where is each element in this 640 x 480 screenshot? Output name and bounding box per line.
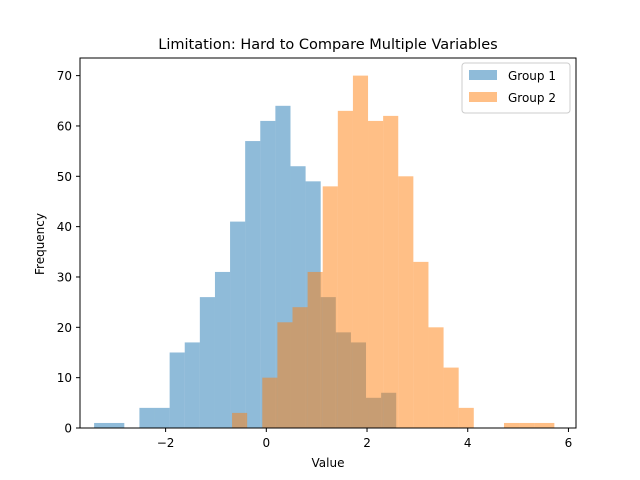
chart-title: Limitation: Hard to Compare Multiple Var… <box>158 37 497 53</box>
x-tick-label: 0 <box>262 436 270 450</box>
y-tick-label: 30 <box>57 270 72 284</box>
series-1-bar <box>154 407 170 428</box>
series-1-bar <box>169 352 185 428</box>
series-2-bar <box>277 322 293 428</box>
y-tick-label: 20 <box>57 321 72 335</box>
legend-label: Group 2 <box>508 91 556 105</box>
series-2-bar <box>503 422 520 428</box>
series-1-bar <box>245 141 261 428</box>
bars-layer <box>94 75 555 429</box>
series-2-bar <box>443 367 459 428</box>
series-2-bar <box>398 176 414 428</box>
series-2-bar <box>519 422 535 428</box>
series-2-bar <box>534 422 555 428</box>
series-1-bar <box>230 221 246 428</box>
legend: Group 1 Group 2 <box>461 62 571 114</box>
y-tick-label: 0 <box>64 422 72 436</box>
series-2-bar <box>458 407 474 428</box>
series-1-bar <box>139 407 155 428</box>
series-2-bar <box>322 186 338 428</box>
series-2-bar <box>307 271 323 428</box>
series-2-bar <box>292 307 308 428</box>
series-1-bar <box>214 271 231 428</box>
series-1-bar <box>184 342 200 428</box>
y-tick-label: 60 <box>57 119 72 133</box>
series-2-bar <box>413 261 429 428</box>
series-1-bar <box>199 297 215 428</box>
series-1-bar <box>94 422 125 428</box>
series-2-bar <box>337 110 353 428</box>
y-tick-label: 10 <box>57 371 72 385</box>
series-2-bar <box>383 115 399 428</box>
x-axis-label: Value <box>312 456 345 470</box>
y-axis-label: Frequency <box>33 213 47 275</box>
series-2-bar <box>368 120 384 428</box>
series-2-bar <box>428 327 444 428</box>
series-2-bar <box>352 75 369 428</box>
series-2-bar <box>262 377 278 428</box>
y-tick-label: 40 <box>57 220 72 234</box>
y-tick-label: 70 <box>57 69 72 83</box>
x-tick-label: 4 <box>464 436 472 450</box>
series-1-bar <box>260 120 276 428</box>
legend-label: Group 1 <box>508 69 556 83</box>
x-tick-label: −2 <box>157 436 175 450</box>
x-tick-label: 6 <box>565 436 573 450</box>
plot-frame <box>79 57 577 429</box>
legend-swatch <box>469 70 497 80</box>
legend-swatch <box>469 92 497 102</box>
series-2-bar <box>232 412 248 428</box>
y-tick-label: 50 <box>57 170 72 184</box>
x-tick-label: 2 <box>363 436 371 450</box>
